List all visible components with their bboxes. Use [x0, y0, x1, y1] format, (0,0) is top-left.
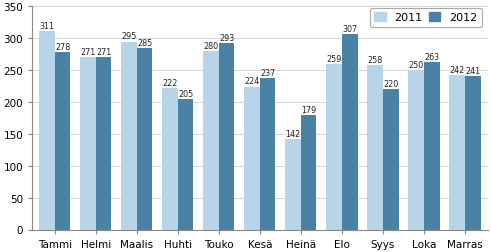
Bar [342, 35, 357, 230]
Text: 250: 250 [409, 61, 424, 70]
Bar [96, 58, 111, 230]
Text: 311: 311 [39, 22, 55, 31]
Bar [245, 87, 260, 230]
Bar [162, 89, 178, 230]
Text: 259: 259 [327, 55, 342, 64]
Bar [178, 100, 193, 230]
Text: 280: 280 [203, 42, 218, 51]
Text: 295: 295 [121, 32, 136, 41]
Text: 258: 258 [368, 56, 383, 65]
Legend: 2011, 2012: 2011, 2012 [370, 9, 482, 28]
Bar [367, 66, 383, 230]
Text: 278: 278 [55, 43, 70, 52]
Bar [301, 116, 317, 230]
Bar [260, 79, 275, 230]
Bar [39, 32, 55, 230]
Bar [383, 90, 399, 230]
Text: 263: 263 [424, 52, 439, 61]
Bar [55, 53, 70, 230]
Text: 285: 285 [137, 39, 152, 47]
Text: 222: 222 [163, 78, 178, 87]
Text: 307: 307 [342, 24, 357, 34]
Text: 220: 220 [383, 80, 398, 89]
Bar [219, 44, 235, 230]
Bar [327, 65, 342, 230]
Text: 142: 142 [286, 129, 300, 138]
Bar [285, 139, 301, 230]
Text: 293: 293 [219, 33, 234, 42]
Text: 241: 241 [465, 66, 480, 75]
Text: 242: 242 [450, 66, 465, 75]
Text: 237: 237 [260, 69, 275, 78]
Text: 271: 271 [81, 47, 96, 56]
Text: 179: 179 [301, 106, 316, 115]
Text: 205: 205 [178, 89, 193, 98]
Bar [449, 76, 465, 230]
Bar [121, 42, 137, 230]
Bar [80, 58, 96, 230]
Bar [465, 77, 481, 230]
Bar [203, 52, 219, 230]
Bar [424, 63, 439, 230]
Bar [137, 49, 152, 230]
Bar [409, 71, 424, 230]
Text: 224: 224 [245, 77, 260, 86]
Text: 271: 271 [96, 47, 111, 56]
